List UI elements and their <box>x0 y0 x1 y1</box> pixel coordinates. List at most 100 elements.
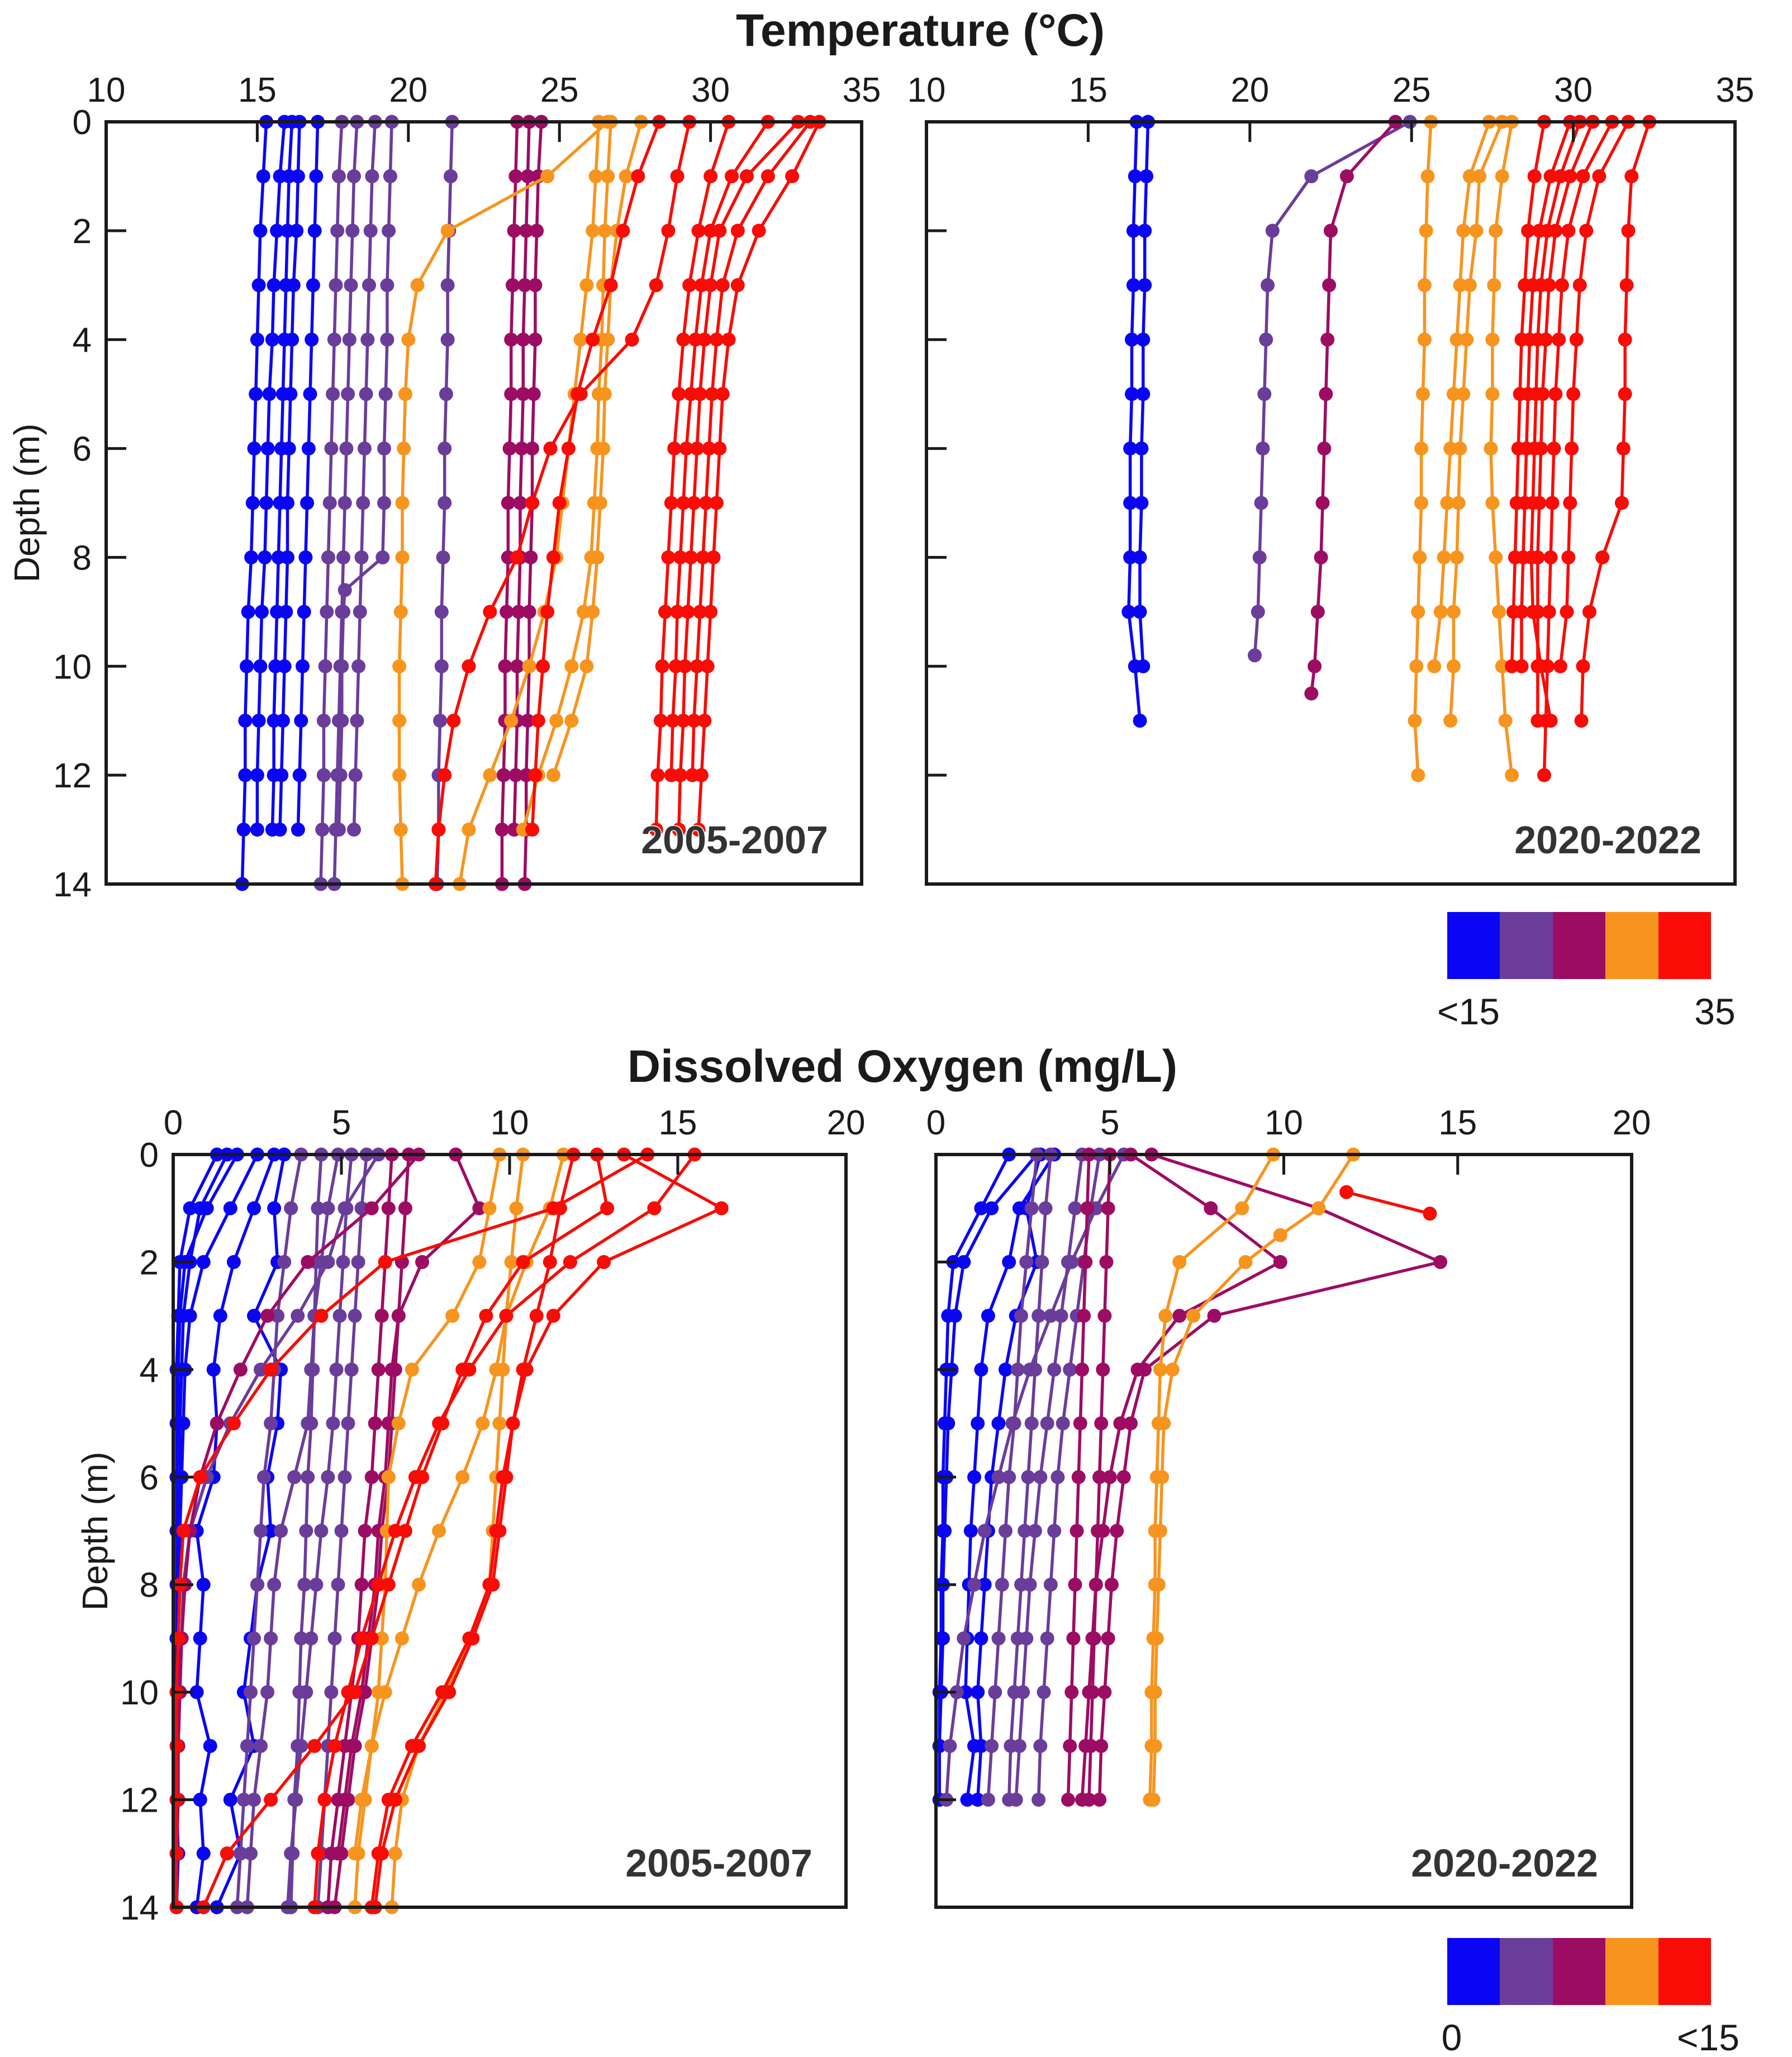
data-point <box>259 496 274 510</box>
data-point <box>233 1362 248 1377</box>
data-point <box>1123 496 1138 510</box>
data-point <box>691 823 706 837</box>
data-point <box>1440 496 1454 510</box>
data-point <box>307 224 322 238</box>
data-point <box>341 1685 355 1699</box>
temperature-colorbar-swatches <box>1447 912 1712 979</box>
data-point <box>1009 1793 1023 1807</box>
data-point <box>255 605 269 619</box>
depth-tick-label: 6 <box>73 430 92 469</box>
data-point <box>967 1578 981 1592</box>
data-point <box>1151 1578 1166 1592</box>
temperature-colorbar-min-label: <15 <box>1437 991 1500 1032</box>
data-point <box>247 441 262 456</box>
depth-tick-label: 14 <box>120 1889 159 1927</box>
data-point <box>1462 169 1477 183</box>
depth-tick-label: 2 <box>140 1243 159 1282</box>
data-point <box>505 278 520 292</box>
data-point <box>1525 496 1540 510</box>
data-point <box>412 1578 426 1592</box>
data-point <box>321 1255 335 1269</box>
profile-red-8 <box>1574 115 1657 728</box>
data-point <box>740 169 754 183</box>
data-point <box>1134 496 1149 510</box>
data-point <box>1121 605 1136 619</box>
data-point <box>785 169 800 183</box>
data-point <box>1028 1524 1042 1538</box>
data-point <box>553 1201 567 1215</box>
data-point <box>1322 278 1337 292</box>
data-point <box>462 823 476 837</box>
profile-red-22 <box>429 115 697 891</box>
data-point <box>1527 441 1542 456</box>
data-point <box>1186 1309 1201 1323</box>
data-point <box>647 1201 662 1215</box>
data-point <box>520 169 535 183</box>
data-point <box>730 224 745 238</box>
data-point <box>702 441 716 456</box>
do-colorbar-swatches <box>1447 1938 1712 2005</box>
colorbar-segment-purple <box>1500 1938 1553 2005</box>
x-tick-label: 15 <box>238 71 277 110</box>
data-point <box>977 1524 992 1538</box>
data-point <box>264 1362 278 1377</box>
depth-tick-label: 8 <box>73 539 92 577</box>
data-point <box>380 332 394 347</box>
data-point <box>354 1201 369 1215</box>
profile-line <box>530 120 661 832</box>
data-point <box>693 605 707 619</box>
data-point <box>1021 1470 1035 1484</box>
colorbar-segment-purple <box>1500 912 1553 979</box>
data-point <box>1506 605 1520 619</box>
data-point <box>1508 550 1522 564</box>
data-point <box>1010 1362 1025 1377</box>
colorbar-segment-blue <box>1447 912 1500 979</box>
data-point <box>1138 278 1152 292</box>
data-point <box>189 1685 204 1699</box>
data-point <box>196 1846 211 1861</box>
data-point <box>546 1309 560 1323</box>
data-point <box>1574 714 1589 728</box>
data-point <box>398 1524 412 1538</box>
data-point <box>1540 224 1555 238</box>
data-point <box>251 278 266 292</box>
data-point <box>324 441 339 456</box>
data-point <box>317 1793 332 1807</box>
data-point <box>988 1685 1002 1699</box>
data-point <box>1096 1362 1110 1377</box>
data-point <box>1235 1201 1249 1215</box>
data-point <box>1446 659 1461 673</box>
data-point <box>1094 1416 1109 1431</box>
data-point <box>1251 605 1265 619</box>
data-point <box>1149 1631 1164 1646</box>
data-point <box>1123 550 1138 564</box>
data-point <box>354 1578 369 1592</box>
data-point <box>690 441 704 456</box>
data-point <box>360 332 375 347</box>
x-tick-label: 35 <box>1716 71 1755 110</box>
data-point <box>1614 496 1629 510</box>
data-point <box>320 605 334 619</box>
data-point <box>445 1309 460 1323</box>
data-point <box>334 1524 349 1538</box>
data-point <box>981 1793 995 1807</box>
data-point <box>709 496 724 510</box>
data-point <box>1621 224 1636 238</box>
data-point <box>213 1309 227 1323</box>
data-point <box>348 1309 362 1323</box>
data-point <box>672 823 686 837</box>
data-point <box>226 1416 241 1431</box>
data-point <box>318 659 332 673</box>
data-point <box>1265 224 1280 238</box>
data-point <box>1339 1185 1354 1199</box>
data-point <box>510 550 524 564</box>
data-point <box>220 1846 234 1861</box>
x-tick-label: 20 <box>1230 71 1269 110</box>
data-point <box>601 169 615 183</box>
data-point <box>682 278 697 292</box>
data-point <box>1417 278 1432 292</box>
data-point <box>335 714 349 728</box>
data-point <box>1514 659 1529 673</box>
data-point <box>1484 441 1498 456</box>
